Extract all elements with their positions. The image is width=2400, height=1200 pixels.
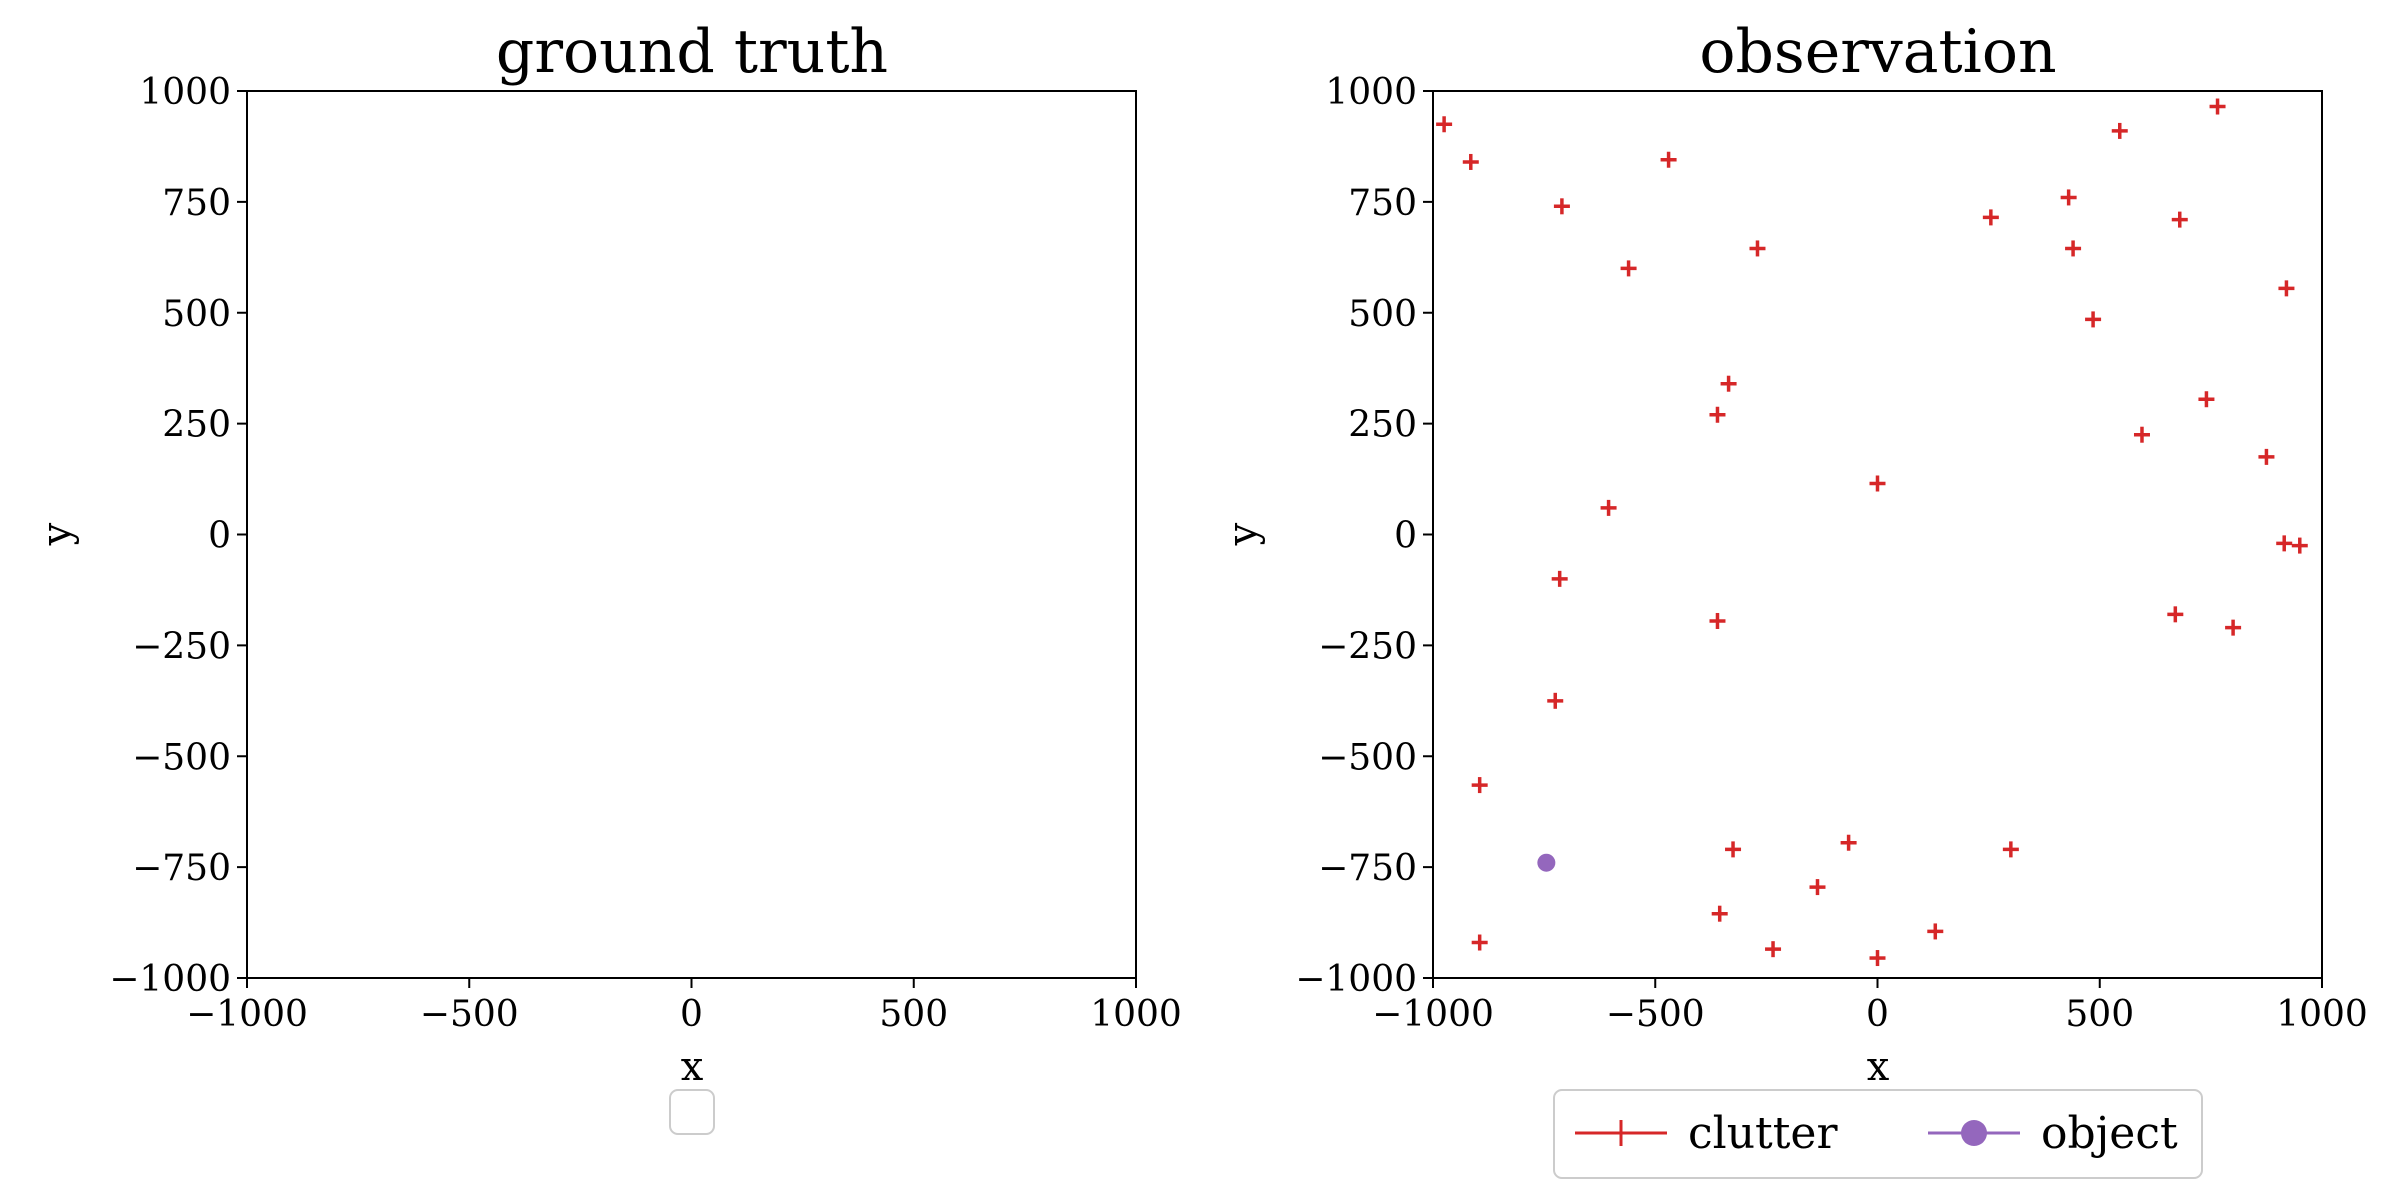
observation-xtick-label: 500 — [2065, 994, 2134, 1035]
clutter-point — [1720, 375, 1737, 392]
clutter-point — [2002, 841, 2019, 858]
clutter-point — [1765, 941, 1782, 958]
clutter-point — [2276, 535, 2293, 552]
object-point — [1537, 853, 1556, 872]
ground-truth-title: ground truth — [496, 17, 888, 87]
clutter-point — [1547, 692, 1564, 709]
ground-truth-ytick-label: −250 — [132, 626, 231, 667]
clutter-point — [1869, 475, 1886, 492]
observation-ytick-label: 250 — [1348, 405, 1417, 446]
legend-object-label: object — [2041, 1108, 2178, 1159]
observation-ytick-label: 1000 — [1325, 72, 1417, 113]
legend-clutter-label: clutter — [1688, 1108, 1838, 1159]
clutter-point — [1709, 406, 1726, 423]
clutter-point — [1982, 209, 1999, 226]
observation-xtick-label: −1000 — [1372, 994, 1494, 1035]
clutter-point — [1709, 612, 1726, 629]
ground-truth-ticks: −1000 −500 0 500 1000 −1000 −750 −500 −250 0 250 50… — [109, 72, 1182, 1035]
clutter-point — [2085, 311, 2102, 328]
clutter-point — [1620, 260, 1637, 277]
clutter-point — [1471, 777, 1488, 794]
clutter-point — [1927, 923, 1944, 940]
observation-xlabel: x — [1867, 1044, 1890, 1090]
observation-marks — [1436, 98, 2308, 967]
ground-truth-xtick-label: 1000 — [1090, 994, 1182, 1035]
legend-object-marker — [1961, 1120, 1987, 1146]
observation-legend: clutter object — [1553, 1089, 2203, 1179]
observation-ytick-label: 500 — [1348, 294, 1417, 335]
observation-xtick-label: 0 — [1866, 994, 1889, 1035]
clutter-point — [2209, 98, 2226, 115]
ground-truth-ytick-label: −500 — [132, 737, 231, 778]
clutter-point — [1471, 934, 1488, 951]
ground-truth-plot-area — [246, 90, 1137, 979]
clutter-point — [2278, 280, 2295, 297]
clutter-point — [1840, 834, 1857, 851]
clutter-point — [1711, 905, 1728, 922]
clutter-point — [2225, 619, 2242, 636]
observation-ytick-label: −500 — [1318, 737, 1417, 778]
clutter-point — [1869, 950, 1886, 967]
clutter-point — [2167, 606, 2184, 623]
clutter-point — [2258, 448, 2275, 465]
ground-truth-ytick-label: 250 — [162, 405, 231, 446]
ground-truth-ytick-label: 1000 — [139, 72, 231, 113]
clutter-point — [2171, 211, 2188, 228]
ground-truth-ylabel: y — [34, 522, 80, 546]
clutter-point — [1462, 153, 1479, 170]
ground-truth-xtick-label: −500 — [420, 994, 519, 1035]
observation-title: observation — [1699, 17, 2056, 87]
clutter-point — [1809, 879, 1826, 896]
ground-truth-xtick-label: −1000 — [186, 994, 308, 1035]
observation-ticks: −1000 −500 0 500 1000 −1000 −750 −500 −250 0 250 50… — [1295, 72, 2368, 1035]
observation-xtick-label: −500 — [1606, 994, 1705, 1035]
observation-ytick-label: 750 — [1348, 183, 1417, 224]
clutter-point — [1600, 499, 1617, 516]
observation-ylabel: y — [1220, 522, 1266, 546]
clutter-point — [2060, 189, 2077, 206]
clutter-point — [2198, 391, 2215, 408]
observation-ytick-label: −250 — [1318, 626, 1417, 667]
clutter-point — [1553, 198, 1570, 215]
ground-truth-ytick-label: 500 — [162, 294, 231, 335]
ground-truth-ytick-label: −1000 — [109, 959, 231, 1000]
ground-truth-xtick-label: 0 — [680, 994, 703, 1035]
observation-panel: observation −1000 −500 0 500 1000 −1000 −750 −5… — [1220, 17, 2368, 1179]
ground-truth-ytick-label: 0 — [208, 516, 231, 557]
observation-ytick-label: −750 — [1318, 848, 1417, 889]
clutter-point — [2133, 426, 2150, 443]
observation-xtick-label: 1000 — [2276, 994, 2368, 1035]
ground-truth-panel: ground truth −1000 −500 0 500 1000−1000−750−… — [34, 17, 1182, 1135]
clutter-point — [2111, 122, 2128, 139]
ground-truth-xlabel: x — [681, 1044, 704, 1090]
ground-truth-ytick-label: 750 — [162, 183, 231, 224]
observation-ytick-label: −1000 — [1295, 959, 1417, 1000]
ground-truth-ytick-label: −750 — [132, 848, 231, 889]
observation-plot-area — [1432, 90, 2323, 979]
legend-frame — [1553, 1089, 2203, 1179]
ground-truth-legend-box — [669, 1089, 715, 1135]
clutter-point — [1436, 116, 1453, 133]
clutter-point — [1725, 841, 1742, 858]
clutter-point — [2065, 240, 2082, 257]
clutter-point — [1551, 570, 1568, 587]
observation-ytick-label: 0 — [1394, 516, 1417, 557]
clutter-point — [2291, 537, 2308, 554]
clutter-point — [1660, 151, 1677, 168]
clutter-point — [1749, 240, 1766, 257]
ground-truth-xtick-label: 500 — [879, 994, 948, 1035]
